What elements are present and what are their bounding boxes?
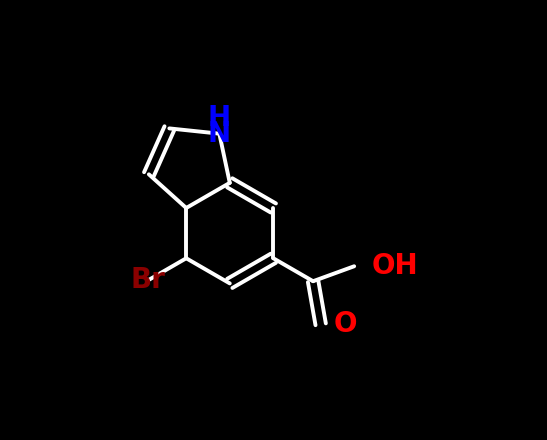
- Text: Br: Br: [131, 266, 166, 294]
- Text: OH: OH: [371, 252, 418, 280]
- Text: N: N: [208, 120, 231, 148]
- Text: O: O: [334, 310, 357, 338]
- Text: H: H: [208, 104, 231, 132]
